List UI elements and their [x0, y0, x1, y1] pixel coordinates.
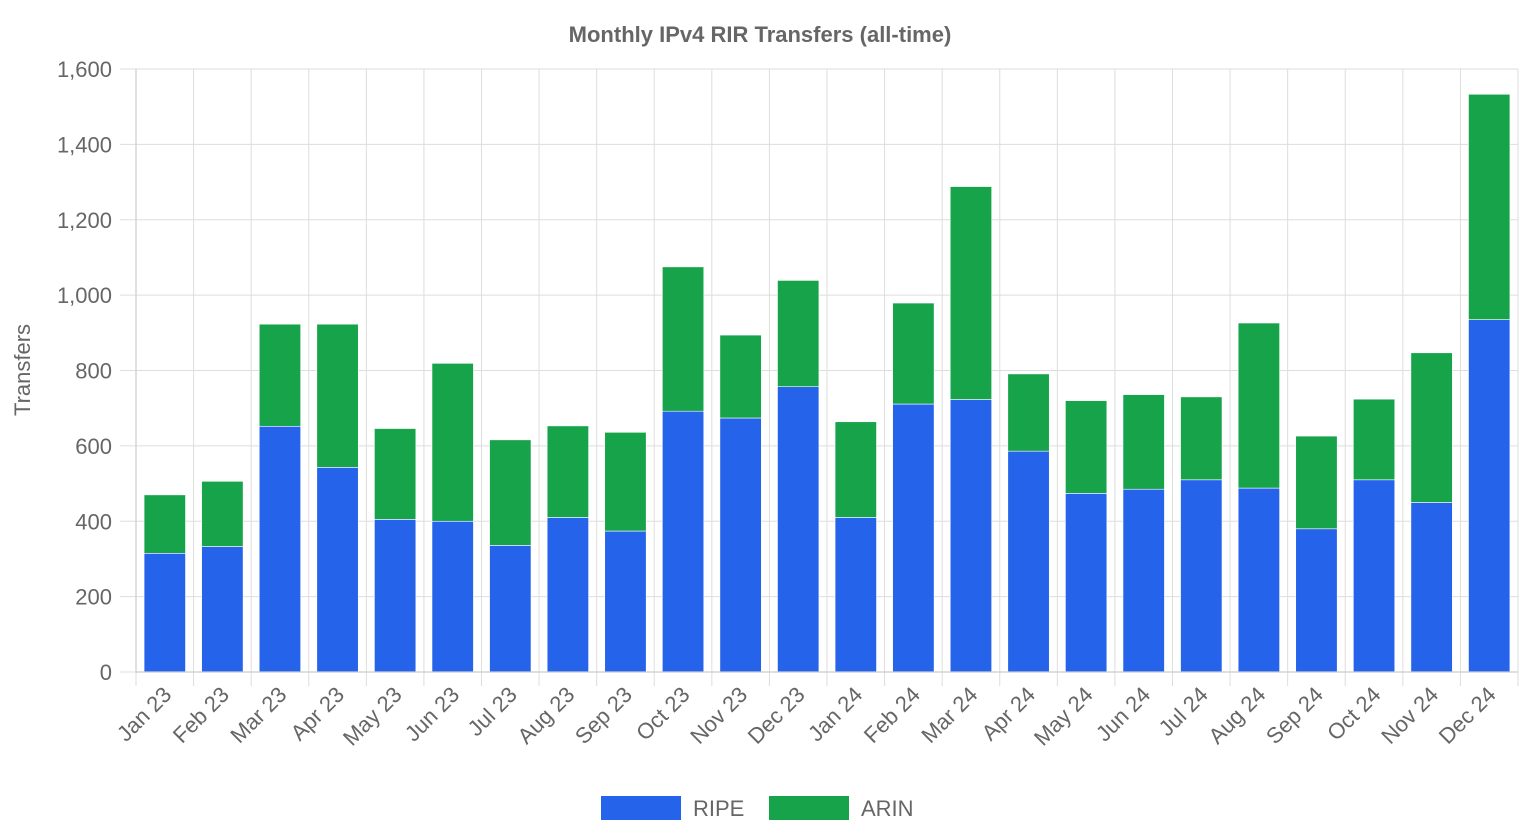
axes [135, 69, 1518, 673]
bar-ripe[interactable] [1237, 487, 1280, 673]
bar-arin[interactable] [604, 432, 647, 532]
legend-item-ripe[interactable]: RIPE [601, 796, 744, 821]
bar-arin[interactable] [1065, 400, 1108, 494]
bar-arin[interactable] [316, 323, 359, 468]
bar-arin[interactable] [892, 302, 935, 405]
x-tick-label: Mar 23 [225, 682, 291, 748]
y-tick-label: 1,000 [57, 283, 112, 308]
bar-arin[interactable] [777, 280, 820, 388]
bar-ripe[interactable] [1007, 450, 1050, 673]
y-axis-label: Transfers [10, 324, 35, 416]
bar-arin[interactable] [719, 334, 762, 419]
bar-ripe[interactable] [143, 552, 186, 673]
x-tick-label: Mar 24 [916, 682, 982, 748]
legend-item-arin[interactable]: ARIN [769, 796, 914, 821]
bars [143, 93, 1511, 673]
bar-arin[interactable] [834, 421, 877, 518]
bar-ripe[interactable] [316, 467, 359, 673]
bar-ripe[interactable] [834, 517, 877, 673]
bar-arin[interactable] [546, 425, 589, 518]
bar-arin[interactable] [1180, 396, 1223, 481]
bar-ripe[interactable] [431, 520, 474, 673]
x-tick-label: Aug 24 [1203, 682, 1270, 749]
legend-swatch [769, 796, 849, 820]
y-tick-label: 0 [100, 660, 112, 685]
x-tick-label: Sep 24 [1261, 682, 1328, 749]
bar-ripe[interactable] [662, 410, 705, 673]
legend[interactable]: RIPE ARIN [601, 796, 914, 821]
bar-ripe[interactable] [1122, 488, 1165, 673]
y-tick-label: 200 [75, 585, 112, 610]
bar-ripe[interactable] [489, 545, 532, 673]
bar-arin[interactable] [489, 439, 532, 546]
bar-arin[interactable] [1353, 398, 1396, 481]
y-tick-label: 400 [75, 509, 112, 534]
x-tick-label: Jun 23 [400, 682, 464, 746]
bar-ripe[interactable] [1295, 528, 1338, 673]
y-tick-label: 1,200 [57, 208, 112, 233]
bar-ripe[interactable] [892, 403, 935, 673]
x-tick-label: Dec 24 [1434, 682, 1501, 749]
bar-arin[interactable] [1295, 435, 1338, 530]
bar-arin[interactable] [201, 481, 244, 547]
x-tick-label: Feb 23 [168, 682, 234, 748]
x-tick-label: Aug 23 [512, 682, 579, 749]
bar-ripe[interactable] [949, 399, 992, 673]
x-tick-label: Oct 24 [1322, 682, 1386, 746]
x-tick-label: Jun 24 [1091, 682, 1155, 746]
bar-arin[interactable] [1410, 352, 1453, 503]
x-tick-label: Sep 23 [570, 682, 637, 749]
y-tick-label: 1,600 [57, 57, 112, 82]
y-tick-label: 800 [75, 359, 112, 384]
bar-ripe[interactable] [374, 519, 417, 673]
x-tick-label: Oct 23 [631, 682, 695, 746]
x-tick-label: Jan 23 [112, 682, 176, 746]
x-tick-label: Nov 24 [1376, 682, 1443, 749]
gridlines [120, 68, 1519, 686]
bar-ripe[interactable] [1468, 319, 1511, 673]
bar-arin[interactable] [143, 494, 186, 554]
bar-arin[interactable] [374, 428, 417, 520]
x-tick-label: Feb 24 [859, 682, 925, 748]
y-tick-label: 1,400 [57, 132, 112, 157]
bar-ripe[interactable] [258, 425, 301, 673]
bar-ripe[interactable] [1180, 479, 1223, 673]
bar-arin[interactable] [258, 323, 301, 427]
x-tick-label: Jan 24 [803, 682, 867, 746]
bar-ripe[interactable] [1065, 493, 1108, 673]
bar-ripe[interactable] [719, 417, 762, 673]
bar-ripe[interactable] [201, 546, 244, 673]
bar-ripe[interactable] [546, 517, 589, 673]
bar-arin[interactable] [662, 266, 705, 412]
legend-swatch [601, 796, 681, 820]
bar-arin[interactable] [1007, 373, 1050, 452]
bar-arin[interactable] [1122, 394, 1165, 490]
x-tick-label: Nov 23 [685, 682, 752, 749]
legend-label: RIPE [693, 796, 744, 821]
bar-ripe[interactable] [604, 530, 647, 673]
bar-arin[interactable] [431, 363, 474, 522]
bar-arin[interactable] [1468, 93, 1511, 320]
x-tick-label: Dec 23 [743, 682, 810, 749]
legend-label: ARIN [861, 796, 914, 821]
bar-ripe[interactable] [1410, 502, 1453, 673]
bar-arin[interactable] [949, 186, 992, 400]
x-tick-label: May 23 [338, 682, 407, 751]
bar-arin[interactable] [1237, 322, 1280, 489]
x-tick-label: May 24 [1029, 682, 1098, 751]
bar-ripe[interactable] [1353, 479, 1396, 673]
y-tick-labels: 0 200 400 600 800 1,000 1,200 1,400 1,600 [57, 57, 112, 685]
bar-ripe[interactable] [777, 386, 820, 673]
chart-title: Monthly IPv4 RIR Transfers (all-time) [569, 22, 952, 47]
y-tick-label: 600 [75, 434, 112, 459]
